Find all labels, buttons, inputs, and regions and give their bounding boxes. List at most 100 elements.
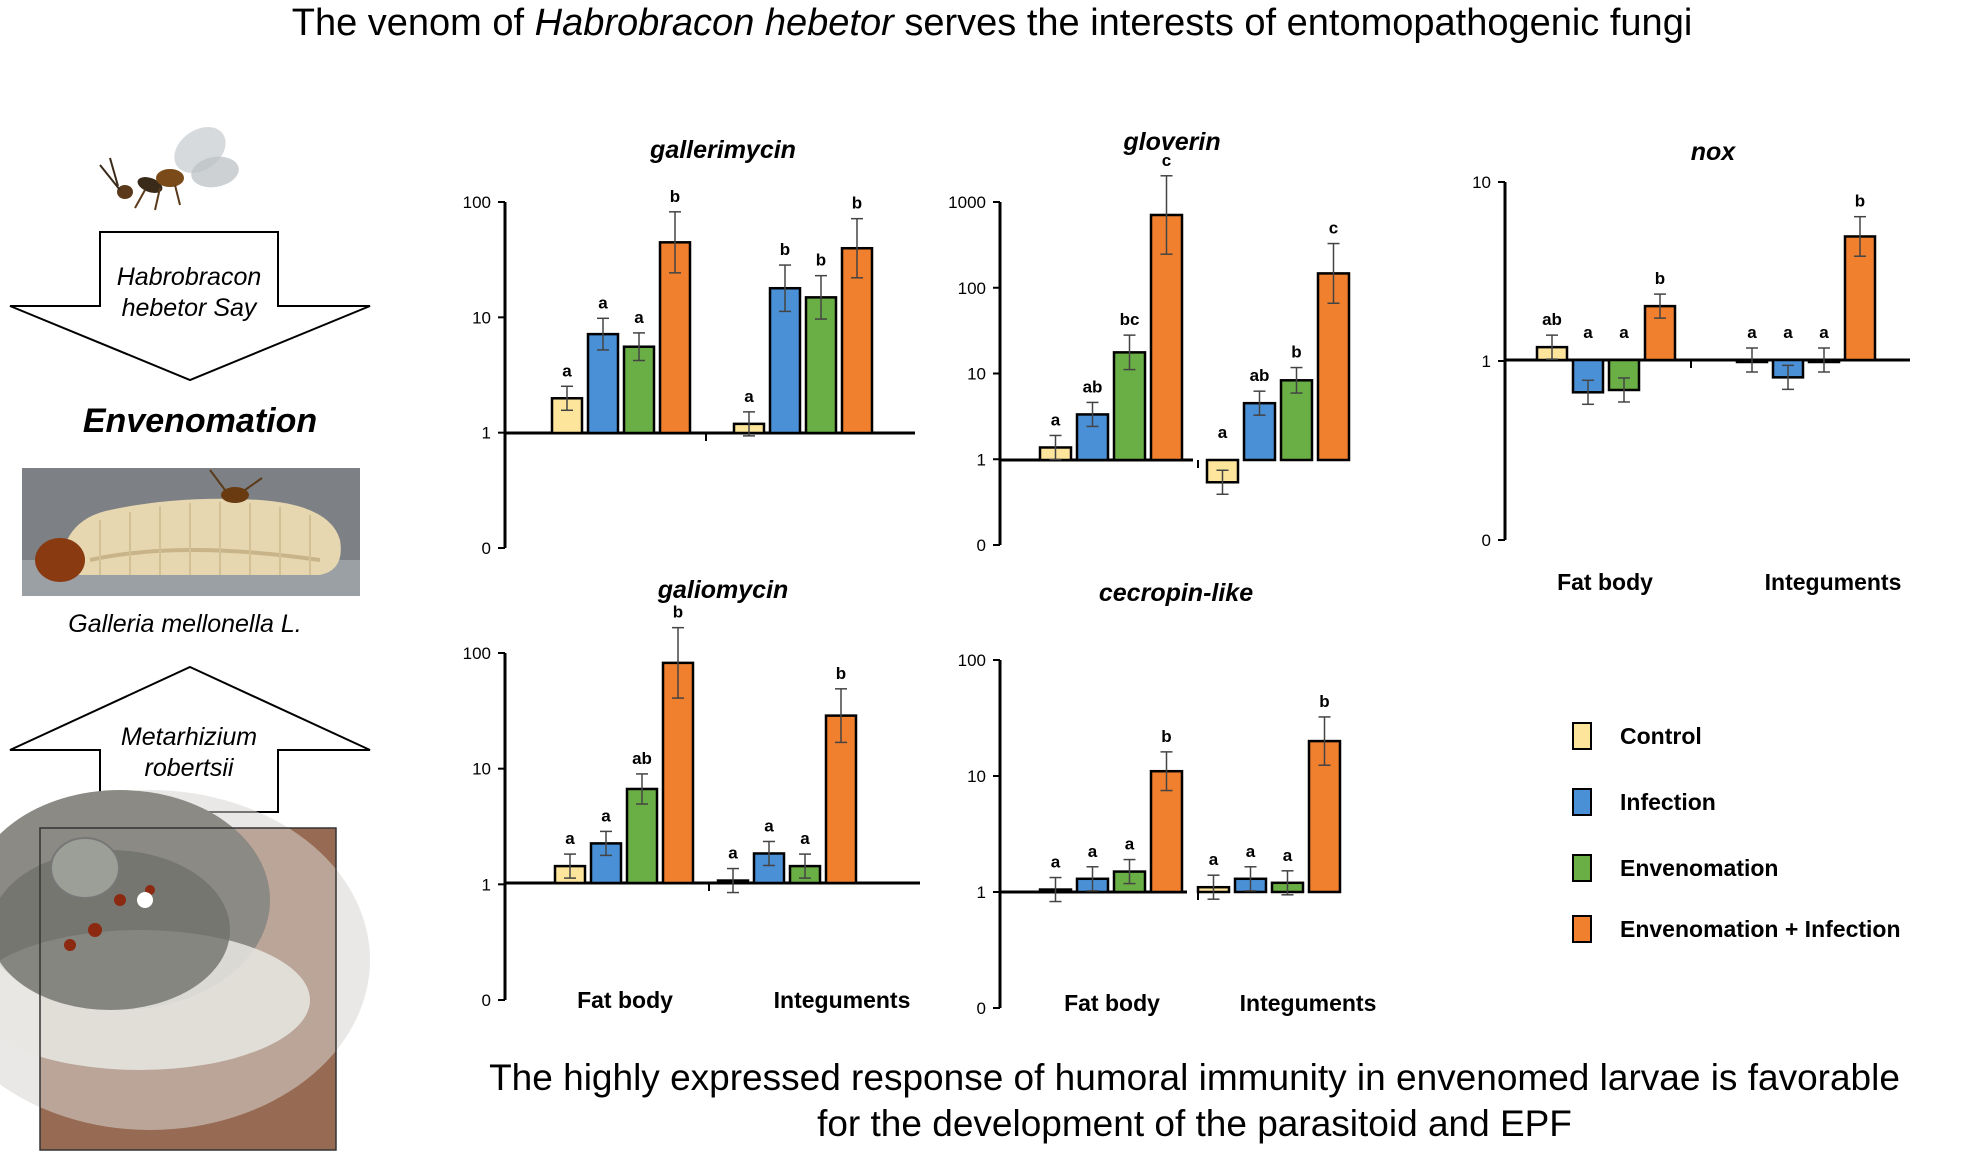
figure-title: The venom of Habrobracon hebetor serves … bbox=[0, 2, 1984, 45]
host-label: Galleria mellonella L. bbox=[68, 610, 302, 638]
bar bbox=[768, 286, 802, 435]
y-tick-label: 1 bbox=[977, 883, 986, 902]
bar bbox=[824, 714, 858, 885]
chart-cecropin-like: cecropin-like 0 1 10 100 a a a b Fat body a a a b Inte… bbox=[958, 579, 1377, 1018]
bar bbox=[1149, 213, 1184, 462]
significance-label: c bbox=[1329, 219, 1338, 238]
y-tick-label: 0 bbox=[482, 991, 491, 1010]
arrow-down-label: Habrobracon hebetor Say bbox=[100, 262, 278, 324]
y-tick-label: 10 bbox=[1472, 173, 1491, 192]
y-tick-label: 10 bbox=[967, 767, 986, 786]
significance-label: a bbox=[1783, 323, 1793, 342]
category-label: Integuments bbox=[774, 987, 911, 1013]
significance-label: a bbox=[1088, 842, 1098, 861]
significance-label: ab bbox=[1542, 310, 1562, 329]
category-label: Integuments bbox=[1240, 990, 1377, 1016]
significance-label: a bbox=[634, 308, 644, 327]
legend-item-infection: Infection bbox=[1572, 787, 1716, 817]
category-label: Integuments bbox=[1765, 569, 1902, 595]
significance-label: a bbox=[1747, 323, 1757, 342]
title-pre: The venom of bbox=[291, 2, 535, 44]
significance-label: ab bbox=[1083, 377, 1103, 396]
significance-label: a bbox=[1819, 323, 1829, 342]
significance-label: b bbox=[1161, 727, 1171, 746]
wasp-image bbox=[99, 127, 239, 211]
significance-label: a bbox=[1246, 842, 1256, 861]
y-tick-label: 1 bbox=[1482, 352, 1491, 371]
y-tick-label: 1000 bbox=[948, 193, 986, 212]
chart-title: nox bbox=[1691, 138, 1737, 166]
y-tick-label: 0 bbox=[482, 539, 491, 558]
significance-label: b bbox=[1319, 692, 1329, 711]
legend-label-control: Control bbox=[1620, 722, 1702, 749]
significance-label: a bbox=[764, 816, 774, 835]
bar bbox=[661, 661, 695, 885]
legend-swatch-control bbox=[1572, 722, 1592, 750]
significance-label: b bbox=[1655, 269, 1665, 288]
legend-label-envenomation-infection: Envenomation + Infection bbox=[1620, 915, 1901, 942]
arrow-down-icon bbox=[9, 231, 371, 382]
significance-label: a bbox=[1218, 423, 1228, 442]
bar bbox=[1242, 401, 1277, 462]
y-tick-label: 0 bbox=[977, 536, 986, 555]
y-tick-label: 100 bbox=[958, 279, 986, 298]
significance-label: a bbox=[800, 829, 810, 848]
arrow-up-label: Metarhizium robertsii bbox=[100, 722, 278, 784]
significance-label: a bbox=[562, 361, 572, 380]
significance-label: b bbox=[852, 194, 862, 213]
y-tick-label: 1 bbox=[482, 424, 491, 443]
legend-item-envenomation-infection: Envenomation + Infection bbox=[1572, 914, 1901, 944]
chart-title: galiomycin bbox=[657, 576, 789, 604]
bar bbox=[1316, 272, 1351, 462]
significance-label: a bbox=[1583, 323, 1593, 342]
significance-label: a bbox=[565, 829, 575, 848]
chart-title: gallerimycin bbox=[649, 136, 796, 164]
y-tick-label: 10 bbox=[967, 365, 986, 384]
y-tick-label: 0 bbox=[977, 999, 986, 1018]
y-tick-label: 10 bbox=[472, 308, 491, 327]
arrow-up-line2: robertsii bbox=[144, 754, 234, 782]
y-tick-label: 0 bbox=[1482, 531, 1491, 550]
significance-label: ab bbox=[1250, 366, 1270, 385]
significance-label: b bbox=[780, 240, 790, 259]
legend-swatch-infection bbox=[1572, 788, 1592, 816]
y-tick-label: 100 bbox=[463, 644, 491, 663]
bar bbox=[840, 246, 874, 435]
significance-label: ab bbox=[632, 749, 652, 768]
bar bbox=[1149, 769, 1184, 894]
significance-label: a bbox=[601, 806, 611, 825]
charts-group: gallerimycin0110100aaababbbgloverin01101… bbox=[463, 128, 1910, 1018]
significance-label: b bbox=[836, 664, 846, 683]
significance-label: a bbox=[1283, 846, 1293, 865]
chart-title: cecropin-like bbox=[1099, 579, 1253, 607]
category-label: Fat body bbox=[577, 987, 673, 1013]
legend-swatch-envenomation bbox=[1572, 854, 1592, 882]
chart-title: gloverin bbox=[1122, 128, 1220, 156]
significance-label: a bbox=[728, 844, 738, 863]
significance-label: b bbox=[816, 251, 826, 270]
significance-label: a bbox=[1209, 850, 1219, 869]
legend-swatch-envenomation-infection bbox=[1572, 915, 1592, 943]
significance-label: b bbox=[670, 187, 680, 206]
significance-label: a bbox=[744, 387, 754, 406]
figure-caption: The highly expressed response of humoral… bbox=[405, 1055, 1984, 1147]
legend-item-envenomation: Envenomation bbox=[1572, 853, 1778, 883]
title-species: Habrobracon hebetor bbox=[534, 2, 894, 44]
chart-gallerimycin: gallerimycin 0 1 10 100 a a a b a b b b bbox=[463, 136, 915, 558]
legend-item-control: Control bbox=[1572, 721, 1702, 751]
y-tick-label: 1 bbox=[977, 450, 986, 469]
y-tick-label: 10 bbox=[472, 760, 491, 779]
significance-label: a bbox=[1125, 835, 1135, 854]
y-tick-label: 100 bbox=[958, 651, 986, 670]
bar bbox=[658, 241, 692, 435]
significance-label: bc bbox=[1120, 310, 1140, 329]
significance-label: c bbox=[1162, 151, 1171, 170]
caption-line2: for the development of the parasitoid an… bbox=[817, 1103, 1572, 1144]
y-tick-label: 1 bbox=[482, 875, 491, 894]
bar bbox=[1843, 235, 1877, 362]
significance-label: b bbox=[1855, 192, 1865, 211]
significance-label: a bbox=[598, 293, 608, 312]
significance-label: b bbox=[673, 603, 683, 622]
